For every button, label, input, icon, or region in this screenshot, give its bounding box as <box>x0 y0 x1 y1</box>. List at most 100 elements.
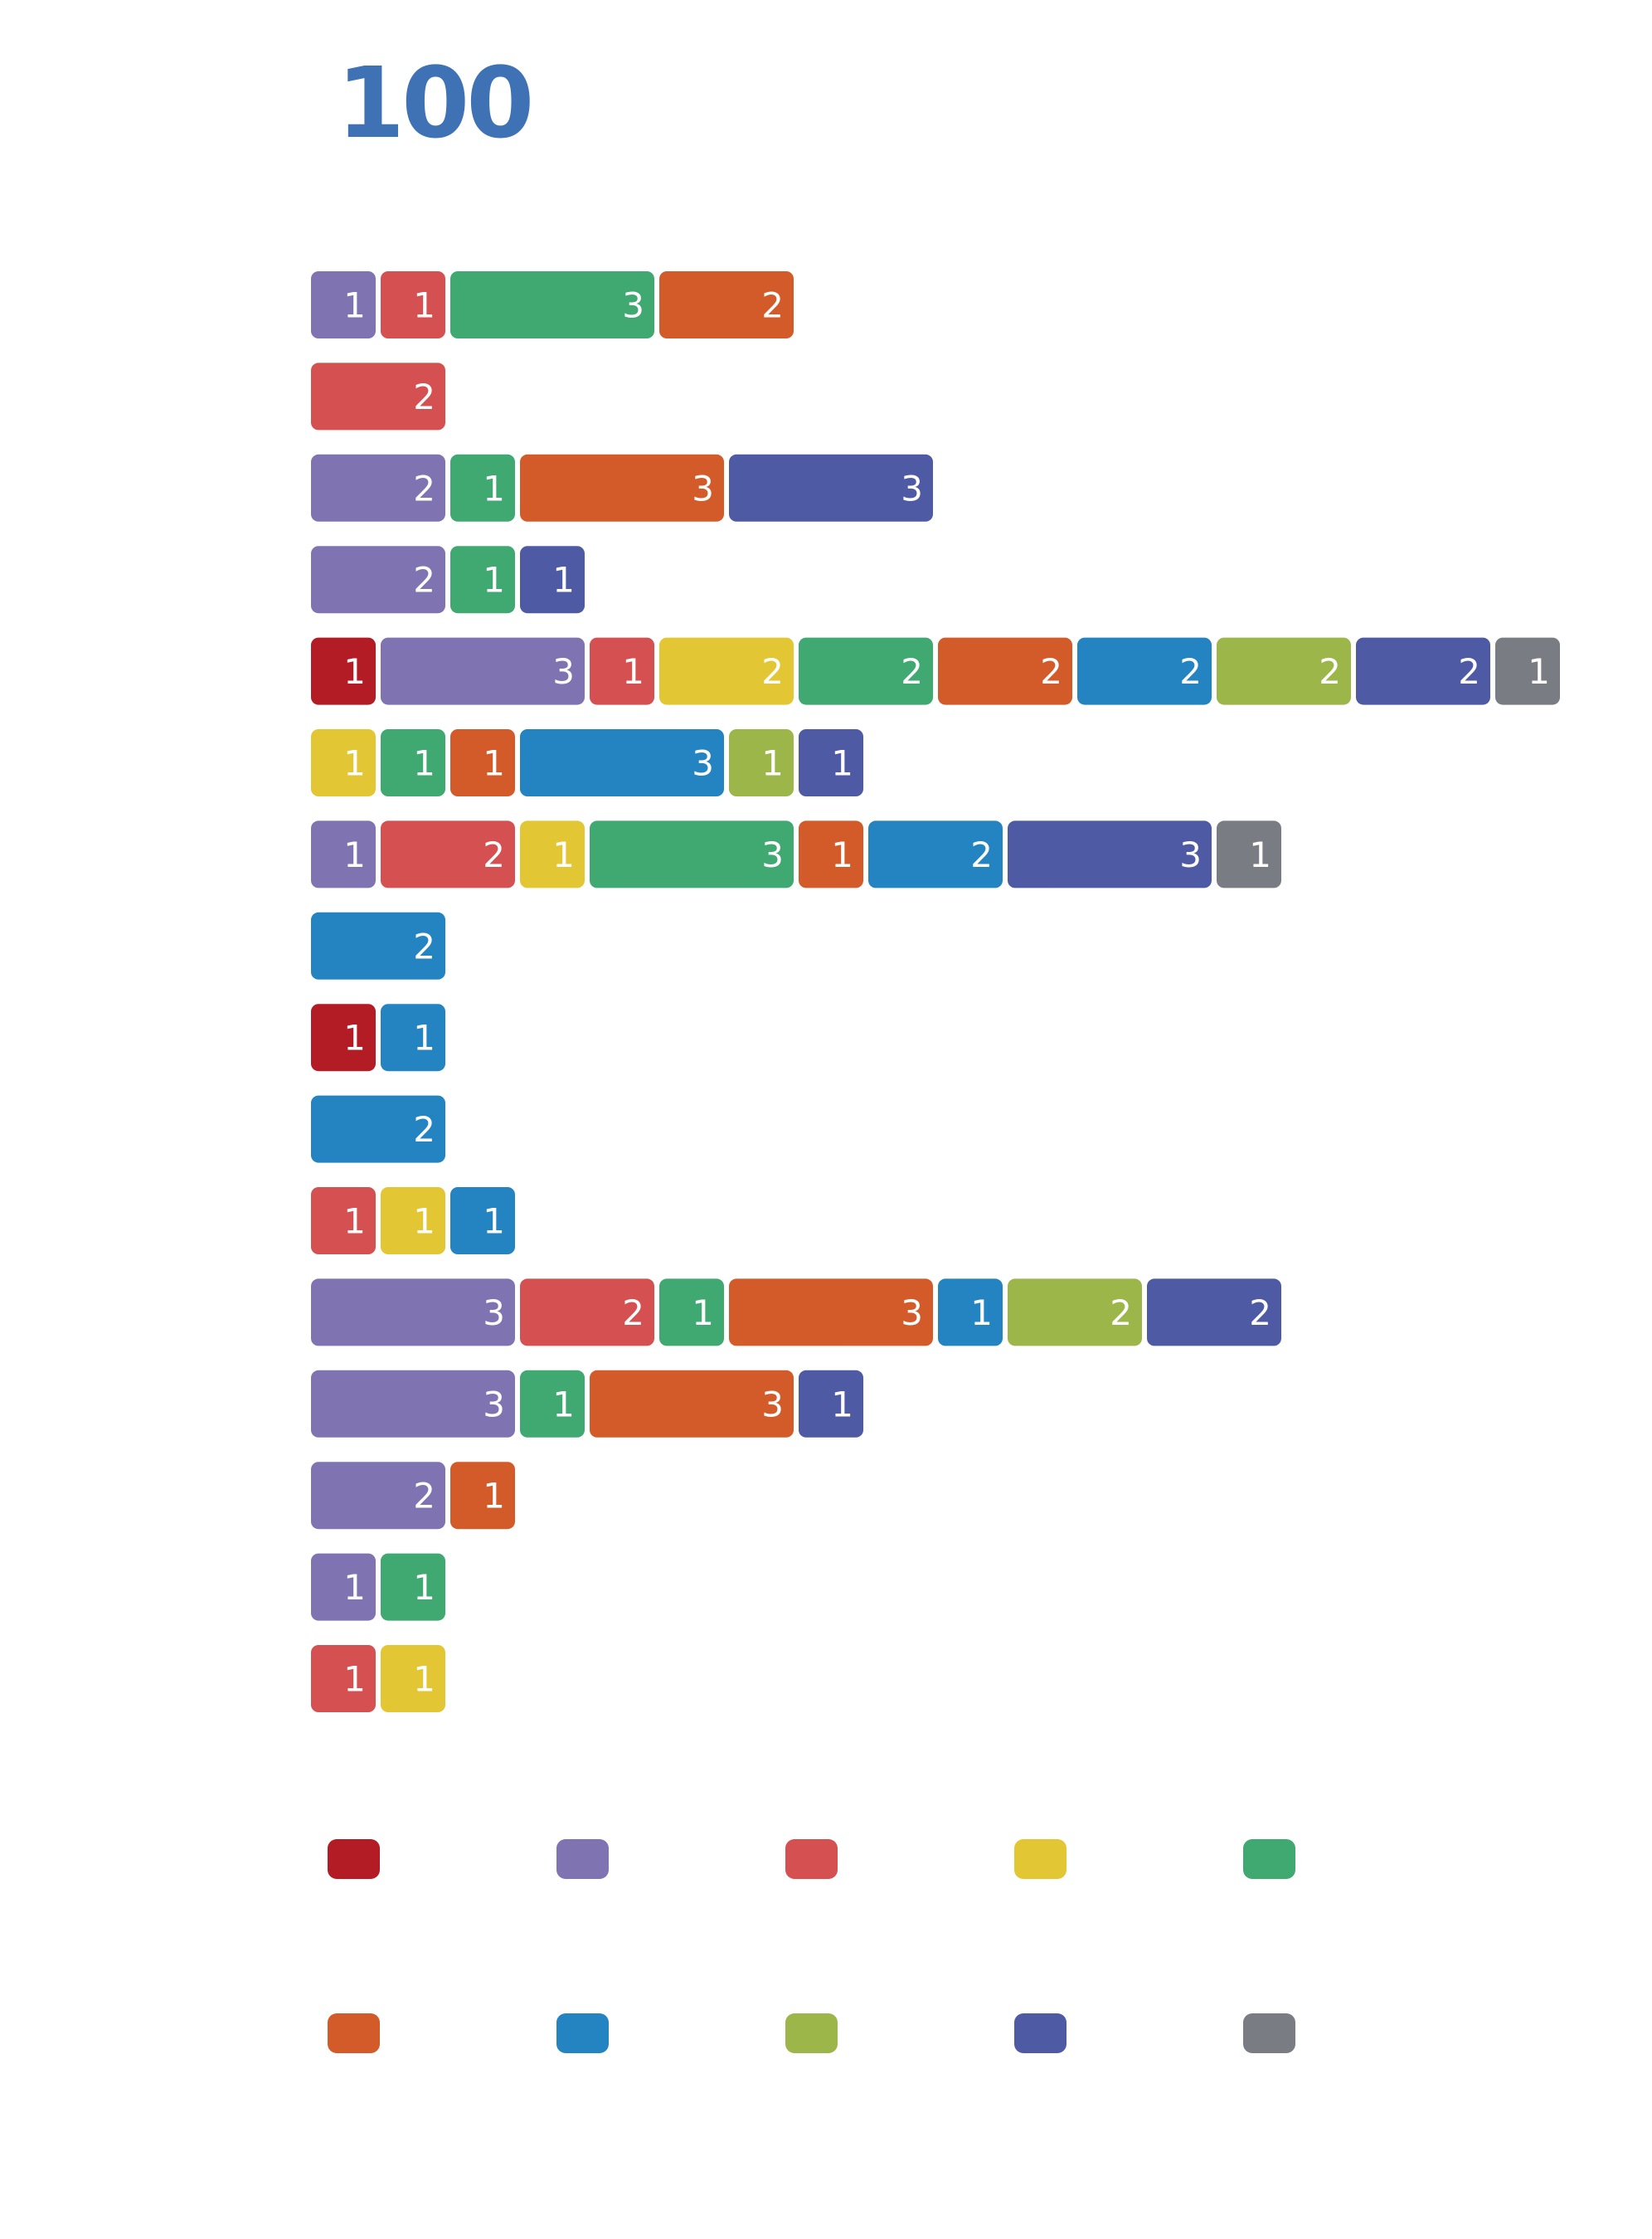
bar-row: 2 1 1 <box>311 546 585 614</box>
bar-segment <box>868 820 1003 888</box>
bar-segment-label: 1 <box>413 743 435 784</box>
bar-segment-label: 1 <box>831 743 853 784</box>
bar-segment-label: 2 <box>1458 651 1480 692</box>
bar-segment <box>311 1187 376 1254</box>
bar-segment-label: 3 <box>552 651 575 692</box>
bar-segment-label: 1 <box>970 1292 993 1333</box>
bar-segment <box>450 271 654 338</box>
legend-swatch <box>1014 2013 1067 2053</box>
bar-segment <box>590 1370 794 1438</box>
bar-segment <box>311 637 376 705</box>
bar-segment-label: 3 <box>483 1384 505 1424</box>
bar-segment-label: 2 <box>1249 1292 1271 1333</box>
bar-segment <box>799 1370 863 1438</box>
bar-segment <box>311 271 376 338</box>
bar-segment-label: 1 <box>343 835 366 875</box>
bar-segment-label: 3 <box>692 743 714 784</box>
bar-segment <box>799 637 933 705</box>
bar-segment-label: 2 <box>413 1476 435 1516</box>
bar-segment-label: 1 <box>343 1659 366 1700</box>
bar-segment-label: 1 <box>343 1018 366 1059</box>
bar-row: 1 3 1 2 2 2 2 2 2 1 <box>311 637 1560 705</box>
legend-swatch <box>328 1839 380 1879</box>
bar-segment-label: 3 <box>622 285 644 326</box>
bar-segment <box>659 1278 724 1346</box>
bar-segment <box>520 1278 654 1346</box>
bar-segment-label: 2 <box>761 651 784 692</box>
legend-swatch <box>1014 1839 1067 1879</box>
bar-segment <box>381 820 515 888</box>
bar-segment-label: 2 <box>1319 651 1341 692</box>
bar-segment-label: 1 <box>343 1567 366 1608</box>
bar-segment <box>799 729 863 796</box>
bar-segment <box>1356 637 1490 705</box>
bar-segment <box>311 1462 445 1530</box>
bar-segment-label: 2 <box>413 377 435 417</box>
bar-row: 1 1 3 2 <box>311 271 794 338</box>
bar-segment-label: 1 <box>413 1201 435 1242</box>
legend-swatch <box>1243 1839 1295 1879</box>
bar-segment-label: 2 <box>483 835 505 875</box>
bar-segment-label: 1 <box>343 743 366 784</box>
bar-segment-label: 1 <box>483 468 505 509</box>
bar-segment-label: 1 <box>483 1201 505 1242</box>
bar-segment-label: 1 <box>343 1201 366 1242</box>
bar-segment <box>1008 820 1212 888</box>
bar-segment-label: 1 <box>343 651 366 692</box>
bar-segment <box>659 271 794 338</box>
bar-segment <box>311 546 445 614</box>
bar-segment <box>311 363 445 431</box>
bar-segment <box>659 637 794 705</box>
legend-swatch <box>1243 2013 1295 2053</box>
bar-segment <box>311 820 376 888</box>
bar-segment <box>729 729 794 796</box>
bar-segment-label: 1 <box>761 743 784 784</box>
bar-segment <box>938 1278 1003 1346</box>
bar-segment-label: 3 <box>761 1384 784 1424</box>
bar-segment-label: 2 <box>1179 651 1202 692</box>
bar-segment <box>381 271 445 338</box>
bar-segment <box>381 637 585 705</box>
bar-segment <box>1217 637 1351 705</box>
bar-row: 1 2 1 3 1 2 3 1 <box>311 820 1281 888</box>
bar-segment-label: 3 <box>692 468 714 509</box>
bar-segment-label: 2 <box>1110 1292 1132 1333</box>
bar-segment <box>381 1004 445 1072</box>
bar-segment <box>1217 820 1281 888</box>
bar-segment <box>729 1278 933 1346</box>
bar-segment <box>381 1553 445 1621</box>
bar-segment <box>311 1004 376 1072</box>
bar-segment <box>311 1095 445 1163</box>
bar-segment <box>381 1645 445 1712</box>
bar-segment <box>311 454 445 522</box>
bar-segment <box>1495 637 1560 705</box>
bar-segment <box>311 912 445 980</box>
legend <box>328 1839 1295 2053</box>
bar-row: 2 <box>311 912 445 980</box>
bar-segment-label: 3 <box>901 468 923 509</box>
bar-row: 3 2 1 3 1 2 2 <box>311 1278 1281 1346</box>
bar-row: 2 <box>311 363 445 431</box>
bar-segment-label: 1 <box>483 743 505 784</box>
bar-segment <box>311 729 376 796</box>
bar-segment <box>311 1370 515 1438</box>
legend-swatch <box>556 2013 609 2053</box>
bar-segment-label: 2 <box>413 926 435 966</box>
bar-segment-label: 2 <box>413 468 435 509</box>
legend-swatch <box>328 2013 380 2053</box>
bar-segment-label: 3 <box>761 835 784 875</box>
bar-segment-label: 1 <box>343 285 366 326</box>
bar-segment-label: 1 <box>413 285 435 326</box>
bar-segment <box>450 1462 515 1530</box>
bar-segment <box>381 729 445 796</box>
bar-segment <box>1077 637 1212 705</box>
bar-segment-label: 3 <box>483 1292 505 1333</box>
bar-segment-label: 1 <box>552 560 575 601</box>
bar-segment-label: 2 <box>761 285 784 326</box>
bar-segment <box>450 546 515 614</box>
bar-row: 3 1 3 1 <box>311 1370 863 1438</box>
